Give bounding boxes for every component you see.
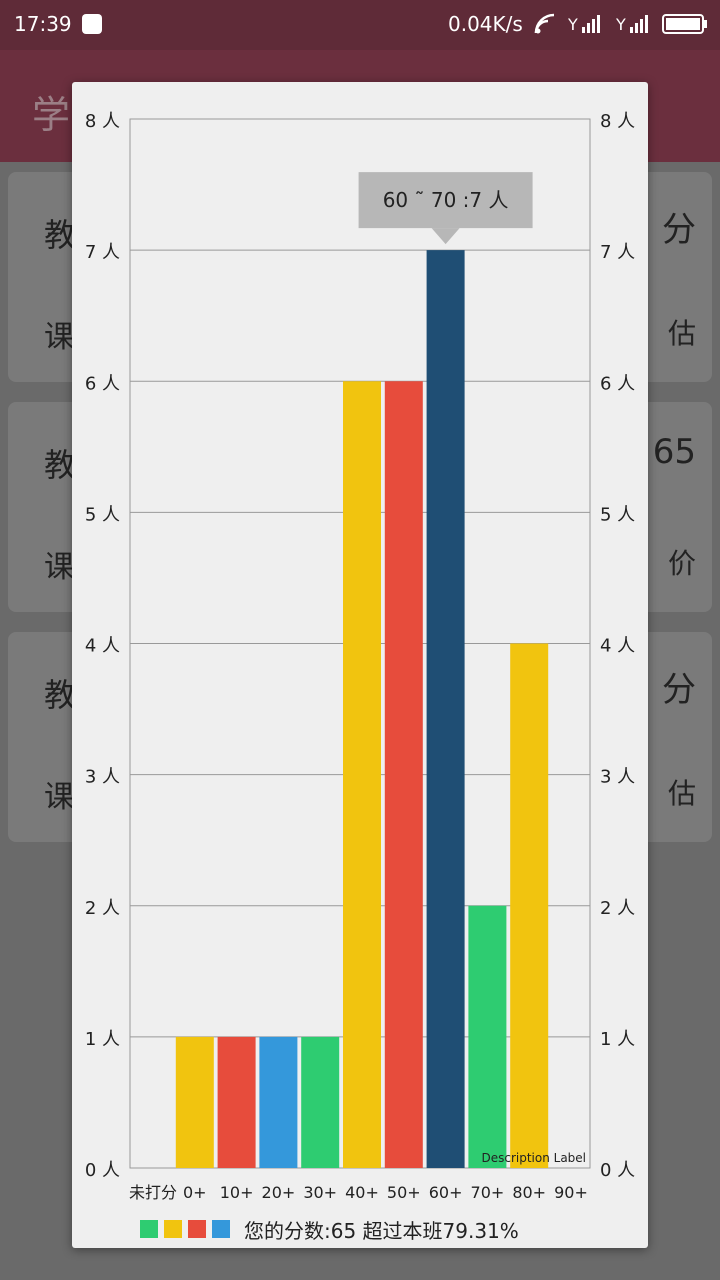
card-line2: 课	[44, 780, 74, 815]
bar	[468, 905, 507, 1168]
y-tick-label-right: 0 人	[600, 1160, 635, 1181]
signal-icon: Y	[568, 15, 600, 34]
app-title: 学	[32, 93, 71, 137]
tooltip-text: 60 ˜ 70 :7 人	[383, 188, 509, 212]
status-time: 17:39	[14, 12, 72, 36]
card-line1: 教	[44, 676, 77, 714]
y-tick-label: 1 人	[85, 1029, 120, 1050]
card-line1: 教	[44, 446, 77, 484]
tooltip-arrow	[431, 228, 460, 245]
card-right2: 估	[667, 317, 696, 350]
x-tick-label: 30+	[303, 1183, 337, 1202]
bar	[175, 1036, 214, 1168]
card-right1: 65	[652, 432, 696, 472]
wifi-icon	[534, 13, 555, 34]
battery-icon	[662, 14, 707, 34]
bar	[259, 1036, 298, 1168]
tooltip-box	[358, 172, 533, 229]
y-tick-label-right: 3 人	[600, 767, 635, 788]
chart-legend: 您的分数:65 超过本班79.31%	[140, 1216, 519, 1243]
x-tick-label: 80+	[512, 1183, 546, 1202]
legend-swatch	[140, 1220, 158, 1238]
x-tick-label: 60+	[429, 1183, 463, 1202]
x-tick-label: 50+	[387, 1183, 421, 1202]
card-right1: 分	[662, 210, 696, 250]
card-line1: 教	[44, 216, 77, 254]
y-tick-label-right: 8 人	[600, 111, 635, 132]
x-tick-label: 0+	[183, 1183, 207, 1202]
bar	[301, 1036, 340, 1168]
y-tick-label: 2 人	[85, 898, 120, 919]
y-tick-label: 5 人	[85, 504, 120, 525]
x-tick-label: 20+	[262, 1183, 296, 1202]
score-distribution-dialog: 0 人 0 人 1 人 1 人 2 人 2 人 3 人 3 人 4 人 4 人 5 人 5 人 6 人 6…	[72, 82, 648, 1248]
x-tick-label: 70+	[471, 1183, 505, 1202]
legend-swatch	[164, 1220, 182, 1238]
network-speed: 0.04K/s	[448, 12, 523, 36]
card-right2: 估	[667, 777, 696, 810]
card-right2: 价	[667, 547, 696, 580]
qq-notification-icon	[82, 14, 102, 34]
x-tick-label: 40+	[345, 1183, 379, 1202]
x-tick-label: 10+	[220, 1183, 254, 1202]
bar	[343, 381, 381, 1168]
legend-swatch	[212, 1220, 230, 1238]
y-tick-label: 6 人	[85, 373, 120, 394]
y-tick-label: 4 人	[85, 636, 120, 657]
bar	[510, 643, 549, 1168]
legend-swatch	[188, 1220, 206, 1238]
x-tick-label: 90+	[554, 1183, 588, 1202]
y-tick-label-right: 1 人	[600, 1029, 635, 1050]
description-label: Description Label	[481, 1151, 586, 1165]
y-tick-label-right: 6 人	[600, 373, 635, 394]
status-bar: 17:39 0.04K/s Y Y	[0, 0, 720, 50]
y-tick-label: 3 人	[85, 767, 120, 788]
y-tick-label-right: 7 人	[600, 242, 635, 263]
signal-icon-2: Y	[616, 15, 648, 34]
bar	[426, 250, 465, 1168]
y-tick-label-right: 2 人	[600, 898, 635, 919]
card-line2: 课	[44, 550, 74, 585]
y-tick-label-right: 5 人	[600, 504, 635, 525]
bar	[384, 381, 423, 1168]
y-tick-label: 0 人	[85, 1160, 120, 1181]
svg-text:Y: Y	[616, 15, 626, 34]
score-summary: 您的分数:65 超过本班79.31%	[244, 1218, 519, 1243]
bar	[217, 1036, 256, 1168]
card-line2: 课	[44, 320, 74, 355]
x-tick-label: 未打分	[129, 1183, 177, 1202]
score-bar-chart: 0 人 0 人 1 人 1 人 2 人 2 人 3 人 3 人 4 人 4 人 5 人 5 人 6 人 6…	[85, 111, 635, 1202]
svg-text:Y: Y	[568, 15, 578, 34]
card-right1: 分	[662, 670, 696, 710]
y-tick-label: 7 人	[85, 242, 120, 263]
y-tick-label-right: 4 人	[600, 636, 635, 657]
y-tick-label: 8 人	[85, 111, 120, 132]
